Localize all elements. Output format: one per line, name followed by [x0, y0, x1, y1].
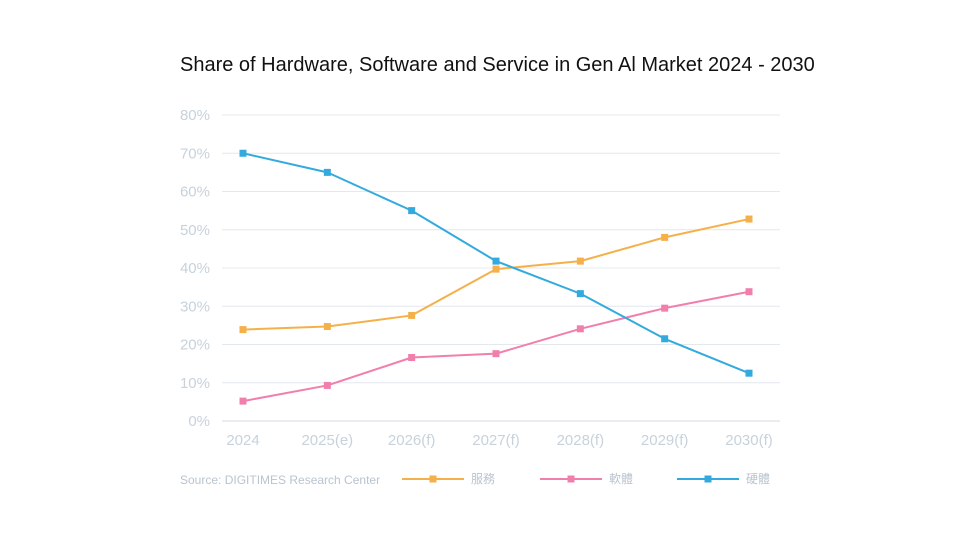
y-tick-label: 60% — [180, 184, 210, 201]
legend-label: 軟體 — [609, 471, 633, 486]
data-point — [576, 257, 584, 265]
y-tick-label: 70% — [180, 145, 210, 162]
data-point — [239, 149, 247, 157]
legend: 服務 軟體 硬體 — [402, 471, 770, 486]
y-tick-label: 0% — [188, 413, 210, 430]
x-tick-label: 2028(f) — [557, 432, 605, 449]
data-point — [323, 323, 331, 331]
data-point — [745, 288, 753, 296]
legend-marker — [567, 475, 575, 483]
y-tick-label: 80% — [180, 107, 210, 124]
data-point — [408, 354, 416, 362]
x-tick-label: 2026(f) — [388, 432, 436, 449]
legend-label: 硬體 — [746, 472, 770, 486]
x-tick-label: 2029(f) — [641, 432, 689, 449]
series-line-0 — [242, 218, 750, 331]
x-tick-label: 2024 — [226, 432, 259, 449]
y-tick-label: 10% — [180, 375, 210, 392]
y-tick-label: 40% — [180, 260, 210, 277]
y-tick-label: 50% — [180, 222, 210, 239]
data-point — [492, 350, 500, 358]
legend-marker — [704, 475, 712, 483]
data-point — [239, 326, 247, 334]
x-tick-label: 2030(f) — [725, 432, 773, 449]
legend-marker — [429, 475, 437, 483]
x-axis: 2024 2025(e) 2026(f) 2027(f) 2028(f) 2029(f) 2… — [226, 432, 772, 449]
data-point — [492, 265, 500, 273]
data-point — [492, 257, 500, 265]
y-tick-label: 20% — [180, 337, 210, 354]
data-point — [661, 304, 669, 312]
data-point — [745, 369, 753, 377]
y-tick-label: 30% — [180, 298, 210, 315]
data-point — [661, 233, 669, 241]
chart-title: Share of Hardware, Software and Service … — [180, 54, 815, 76]
series-line-1 — [242, 290, 750, 403]
x-tick-label: 2025(e) — [301, 432, 353, 449]
source-note: Source: DIGITIMES Research Center — [180, 473, 380, 487]
data-point — [745, 215, 753, 223]
data-point — [408, 311, 416, 319]
series-group — [239, 149, 753, 405]
data-point — [576, 290, 584, 298]
data-point — [239, 397, 247, 405]
y-axis: 0% 10% 20% 30% 40% 50% 60% 70% 80% — [180, 107, 210, 430]
legend-label: 服務 — [471, 472, 495, 486]
x-tick-label: 2027(f) — [472, 432, 520, 449]
data-point — [576, 325, 584, 333]
data-point — [323, 168, 331, 176]
data-point — [323, 381, 331, 389]
data-point — [408, 207, 416, 215]
data-point — [661, 335, 669, 343]
